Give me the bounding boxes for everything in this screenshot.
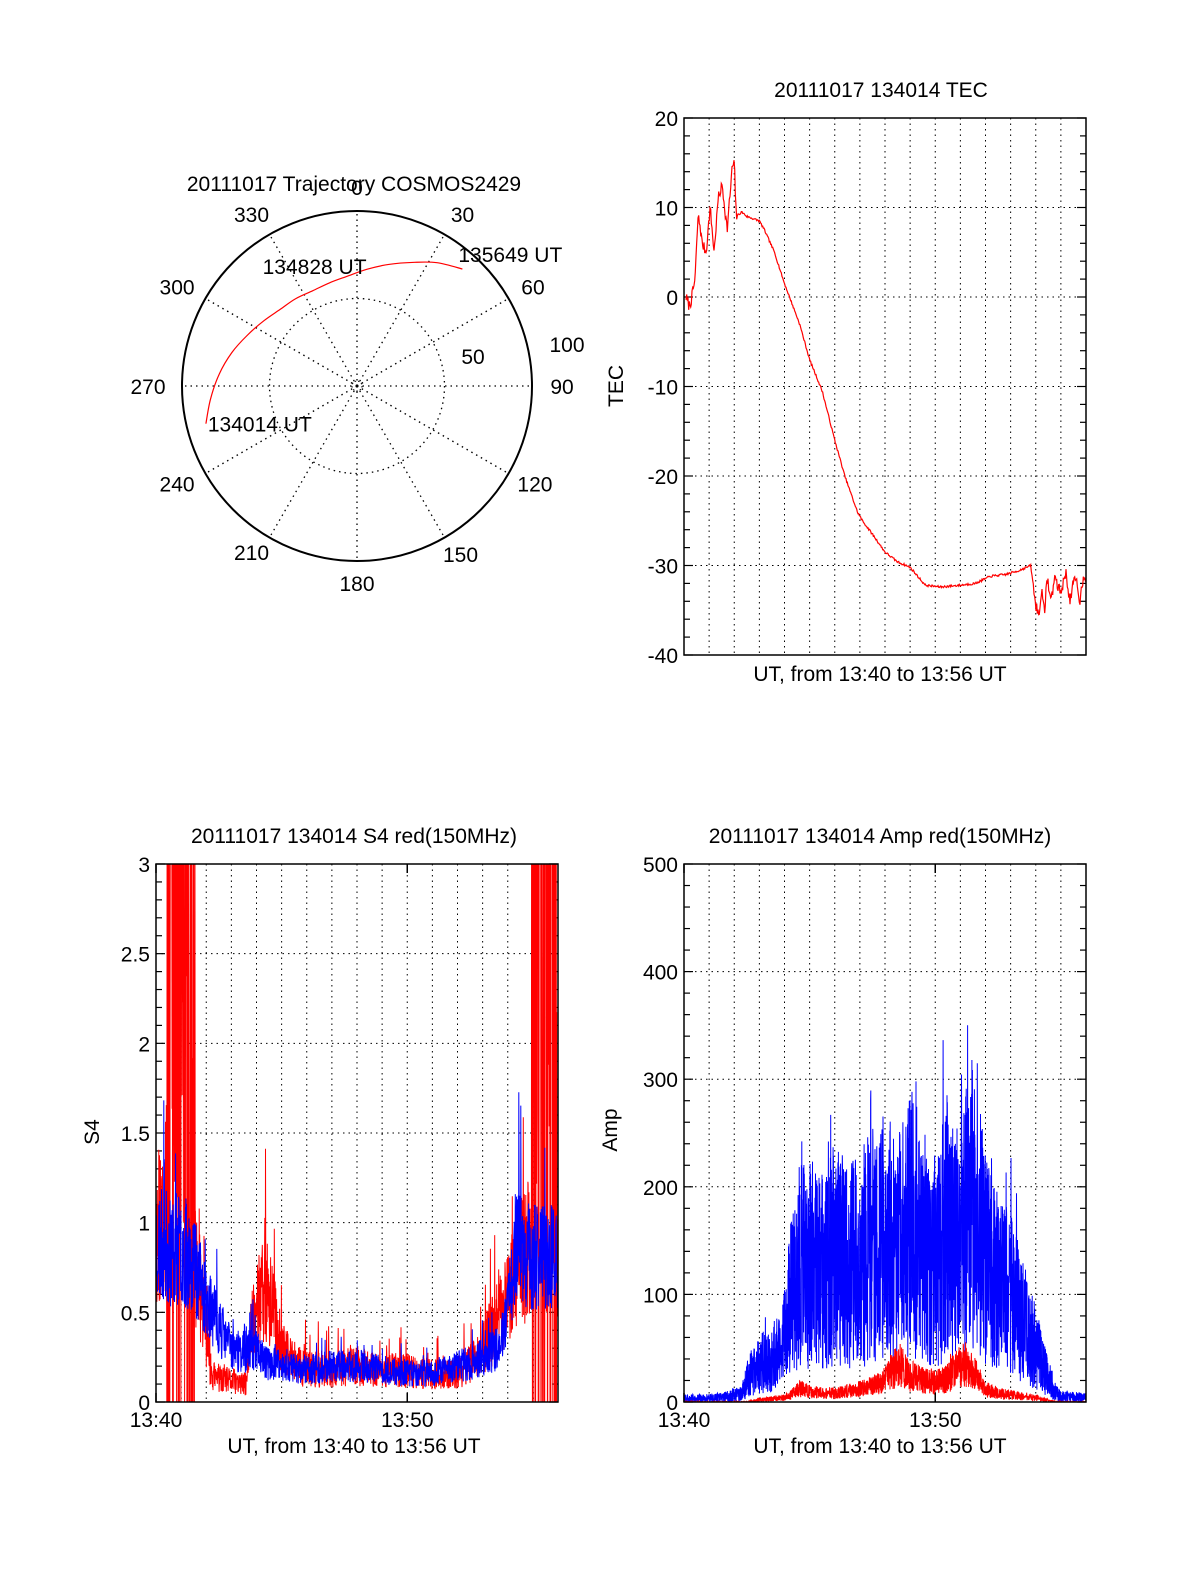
s4-ytick-label: 3 <box>138 854 150 877</box>
tec-ytick-label: 0 <box>666 287 678 310</box>
polar-azimuth-label: 210 <box>234 542 269 565</box>
tec-ytick-label: -20 <box>648 466 678 489</box>
amp-xtick-label: 13:50 <box>909 1409 962 1432</box>
amp-ytick-label: 300 <box>643 1069 678 1092</box>
tec-ytick-label: 20 <box>655 108 678 131</box>
polar-ring-50 <box>268 297 446 475</box>
tec-ytick-label: -10 <box>648 377 678 400</box>
s4-xtick-label: 13:40 <box>130 1409 183 1432</box>
tec-xlabel: UT, from 13:40 to 13:56 UT <box>753 663 1006 686</box>
tec-ytick-label: -40 <box>648 645 678 668</box>
s4-ytick-label: 1.5 <box>121 1123 150 1146</box>
s4-title: 20111017 134014 S4 red(150MHz) <box>191 825 517 848</box>
s4-ylabel: S4 <box>81 1119 104 1145</box>
polar-azimuth-label: 240 <box>160 474 195 497</box>
tec-plot-frame <box>683 117 1087 656</box>
amp-xlabel: UT, from 13:40 to 13:56 UT <box>753 1435 1006 1458</box>
s4-blue-series-line <box>156 1092 558 1388</box>
amp-chart: 20111017 134014 Amp red(150MHz) UT, from… <box>599 825 1087 1458</box>
tec-series-line <box>685 160 1086 616</box>
amp-ytick-label: 0 <box>666 1392 678 1415</box>
polar-spoke-120 <box>356 385 509 475</box>
polar-azimuth-label: 0 <box>351 177 363 200</box>
trajectory-time-annotation: 134014 UT <box>208 414 312 437</box>
tec-ytick-label: -30 <box>648 556 678 579</box>
trajectory-polar-plot: 20111017 Trajectory COSMOS2429 0 30 60 90 12… <box>130 173 584 596</box>
tec-title: 20111017 134014 TEC <box>774 79 988 102</box>
amp-ylabel: Amp <box>599 1108 622 1151</box>
s4-ytick-label: 2.5 <box>121 944 150 967</box>
polar-ring-center <box>351 380 363 392</box>
amp-xtick-label: 13:40 <box>658 1409 711 1432</box>
polar-azimuth-labels: 0 30 60 90 120 150 180 210 240 270 300 330 50 100 <box>130 177 584 596</box>
s4-ytick-label: 0 <box>138 1392 150 1415</box>
s4-ytick-label: 0.5 <box>121 1302 150 1325</box>
tec-grid <box>684 118 1086 655</box>
polar-series <box>205 261 463 424</box>
polar-spoke-210 <box>268 385 358 538</box>
polar-radial-label-50: 50 <box>461 346 484 369</box>
polar-azimuth-label: 120 <box>517 474 552 497</box>
amp-ytick-label: 400 <box>643 962 678 985</box>
polar-azimuth-label: 60 <box>521 277 544 300</box>
polar-annotations: 134014 UT 134828 UT 135649 UT <box>208 244 563 437</box>
s4-plot-frame <box>155 863 559 1403</box>
amp-title: 20111017 134014 Amp red(150MHz) <box>709 825 1051 848</box>
polar-title: 20111017 Trajectory COSMOS2429 <box>187 173 521 196</box>
polar-azimuth-label: 30 <box>451 204 474 227</box>
polar-outer-ring <box>181 210 533 562</box>
tec-ylabel: TEC <box>605 365 628 407</box>
tec-chart: 20111017 134014 TEC UT, from 13:40 to 13… <box>605 79 1087 686</box>
polar-azimuth-label: 330 <box>234 204 269 227</box>
trajectory-line <box>205 261 463 424</box>
polar-azimuth-label: 90 <box>550 376 573 399</box>
polar-radial-label-100: 100 <box>549 334 584 357</box>
trajectory-time-annotation: 134828 UT <box>263 256 367 279</box>
amp-red-series-line <box>684 1342 1086 1402</box>
s4-xlabel: UT, from 13:40 to 13:56 UT <box>227 1435 480 1458</box>
s4-xtick-label: 13:50 <box>381 1409 434 1432</box>
trajectory-time-annotation: 135649 UT <box>458 244 562 267</box>
amp-plot-frame <box>683 863 1087 1403</box>
amp-ytick-label: 200 <box>643 1177 678 1200</box>
amp-ytick-label: 500 <box>643 854 678 877</box>
s4-ytick-label: 1 <box>138 1213 150 1236</box>
polar-grid <box>181 210 533 562</box>
amp-blue-series-line <box>684 1025 1086 1402</box>
polar-spoke-60 <box>356 297 509 387</box>
tec-ytick-label: 10 <box>655 198 678 221</box>
amp-grid <box>684 864 1086 1402</box>
polar-azimuth-label: 150 <box>443 544 478 567</box>
polar-azimuth-label: 180 <box>339 573 374 596</box>
s4-ytick-label: 2 <box>138 1033 150 1056</box>
amp-ytick-label: 100 <box>643 1284 678 1307</box>
polar-azimuth-label: 300 <box>160 277 195 300</box>
s4-chart: 20111017 134014 S4 red(150MHz) UT, from … <box>81 825 559 1458</box>
polar-spoke-150 <box>356 385 446 538</box>
polar-azimuth-label: 270 <box>130 376 165 399</box>
